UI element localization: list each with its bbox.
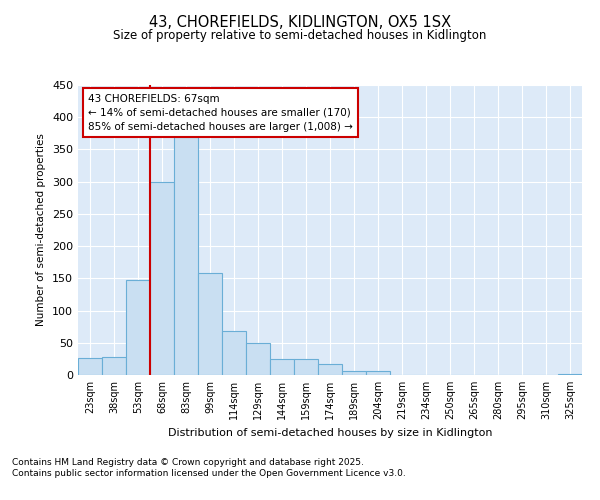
- Text: Contains public sector information licensed under the Open Government Licence v3: Contains public sector information licen…: [12, 470, 406, 478]
- Bar: [222, 331, 246, 375]
- Bar: [126, 280, 150, 375]
- Bar: [246, 343, 270, 375]
- Bar: [174, 136, 198, 375]
- Text: Size of property relative to semi-detached houses in Kidlington: Size of property relative to semi-detach…: [113, 30, 487, 43]
- Text: 43 CHOREFIELDS: 67sqm
← 14% of semi-detached houses are smaller (170)
85% of sem: 43 CHOREFIELDS: 67sqm ← 14% of semi-deta…: [88, 94, 353, 132]
- Bar: [102, 357, 126, 375]
- Text: Contains HM Land Registry data © Crown copyright and database right 2025.: Contains HM Land Registry data © Crown c…: [12, 458, 364, 467]
- Bar: [558, 374, 582, 375]
- Bar: [270, 359, 294, 375]
- Bar: [366, 371, 390, 375]
- Y-axis label: Number of semi-detached properties: Number of semi-detached properties: [37, 134, 46, 326]
- Bar: [318, 364, 342, 375]
- Bar: [294, 359, 318, 375]
- Bar: [342, 371, 366, 375]
- Bar: [198, 273, 222, 375]
- X-axis label: Distribution of semi-detached houses by size in Kidlington: Distribution of semi-detached houses by …: [168, 428, 492, 438]
- Text: 43, CHOREFIELDS, KIDLINGTON, OX5 1SX: 43, CHOREFIELDS, KIDLINGTON, OX5 1SX: [149, 15, 451, 30]
- Bar: [78, 358, 102, 375]
- Bar: [150, 182, 174, 375]
